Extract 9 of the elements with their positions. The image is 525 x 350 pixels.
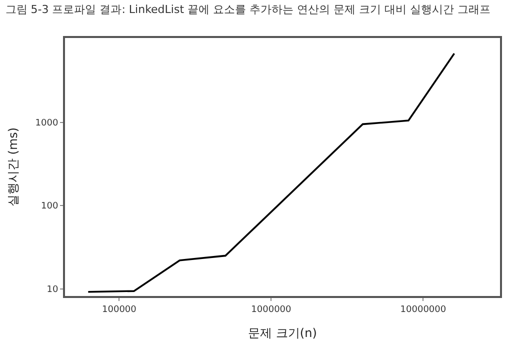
chart-title: 그림 5-3 프로파일 결과: LinkedList 끝에 요소를 추가하는 연산의 문제 크기 대비 실행시간 그래프 [5, 2, 490, 16]
y-tick-label: 10 [46, 284, 58, 295]
x-axis-title: 문제 크기(n) [248, 326, 317, 340]
x-tick-label: 10000000 [400, 304, 446, 315]
x-tick-label: 100000 [102, 304, 137, 315]
y-axis-title: 실행시간 (ms) [6, 127, 20, 207]
y-tick-label: 100 [41, 202, 58, 212]
y-tick-label: 1000 [35, 118, 58, 128]
x-tick-label: 1000000 [251, 304, 292, 315]
